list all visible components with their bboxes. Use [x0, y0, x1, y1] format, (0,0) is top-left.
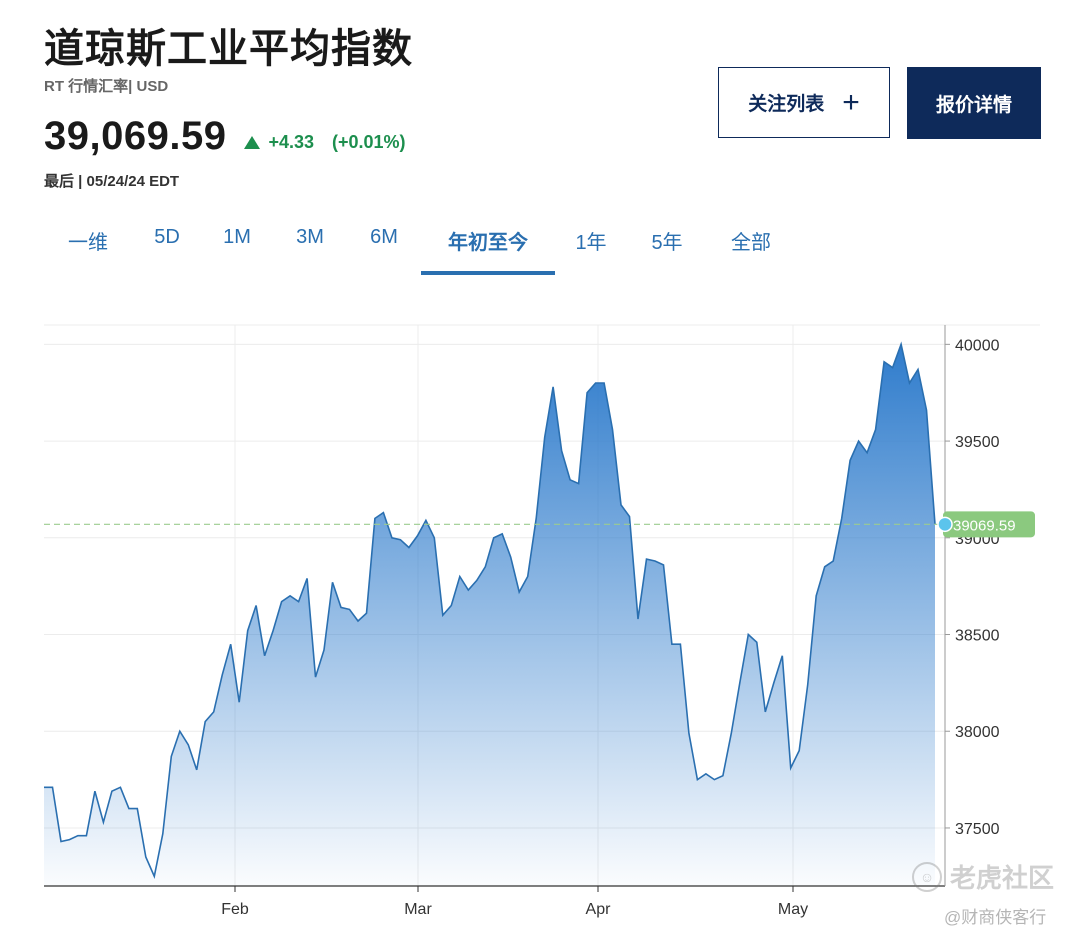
axes: [44, 325, 950, 892]
price-change: +4.33 (+0.01%): [244, 132, 406, 153]
y-tick-label: 38000: [955, 724, 1000, 741]
quote-details-button[interactable]: 报价详情: [907, 67, 1041, 139]
watermark-source: @财商侠客行: [944, 908, 1047, 927]
change-percent: (+0.01%): [332, 132, 406, 152]
tab-5y[interactable]: 5年: [651, 232, 683, 254]
tab-3m[interactable]: 3M: [296, 226, 324, 248]
tab-6m[interactable]: 6M: [370, 226, 398, 248]
current-price: 39,069.59: [44, 114, 227, 158]
page-title: 道琼斯工业平均指数: [44, 26, 413, 72]
price-line: [44, 341, 936, 879]
tiger-logo-icon: ☺: [912, 861, 942, 892]
y-tick-label: 38500: [955, 628, 1000, 645]
change-value: +4.33: [268, 132, 314, 152]
watermark-brand-text: 老虎社区: [950, 863, 1055, 893]
exchange-info: RT 行情汇率| USD: [44, 78, 169, 95]
tab-1m[interactable]: 1M: [223, 226, 251, 248]
price-area: [44, 344, 935, 886]
last-price-label: 39069.59: [953, 517, 1016, 534]
watermark-brand: ☺ 老虎社区: [912, 858, 1054, 895]
watchlist-label: 关注列表: [748, 94, 825, 115]
plus-icon: +: [842, 85, 860, 119]
tab-all[interactable]: 全部: [731, 232, 771, 254]
last-price-marker: 39069.59: [937, 511, 1035, 538]
last-price-badge: [943, 511, 1035, 538]
tab-1d[interactable]: 一维: [68, 232, 108, 254]
tab-ytd[interactable]: 年初至今: [448, 232, 528, 254]
active-tab-indicator: [421, 271, 555, 275]
x-tick-label: May: [778, 901, 808, 918]
x-tick-label: Apr: [586, 901, 612, 918]
up-arrow-icon: [244, 136, 261, 149]
tab-1y[interactable]: 1年: [575, 232, 607, 254]
y-tick-label: 37500: [955, 821, 1000, 838]
x-axis-labels: Feb Mar Apr May: [221, 901, 808, 918]
x-tick-label: Feb: [221, 901, 249, 918]
tab-5d[interactable]: 5D: [154, 226, 180, 248]
x-tick-label: Mar: [404, 901, 432, 918]
y-tick-label: 39500: [955, 434, 1000, 451]
y-tick-label: 40000: [955, 337, 1000, 354]
last-price-dot: [937, 516, 953, 533]
time-range-tabs: 一维 5D 1M 3M 6M 年初至今 1年 5年 全部: [44, 226, 804, 276]
quote-details-label: 报价详情: [935, 94, 1012, 116]
price-row: 39,069.59 +4.33 (+0.01%): [44, 114, 406, 159]
last-updated: 最后 | 05/24/24 EDT: [44, 173, 180, 190]
watchlist-button[interactable]: 关注列表 +: [718, 67, 890, 138]
